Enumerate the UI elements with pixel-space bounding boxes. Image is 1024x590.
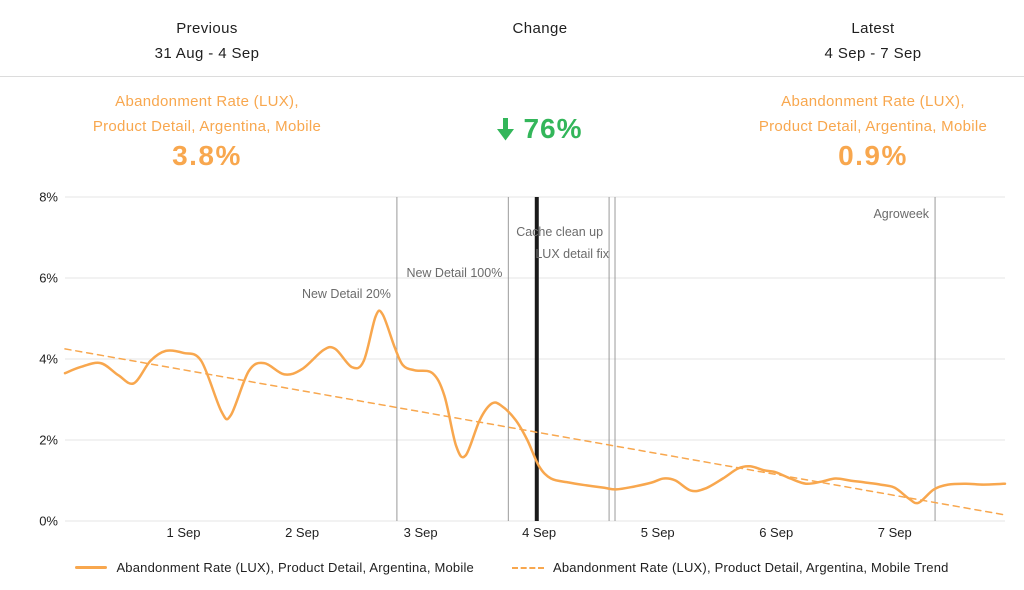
previous-metric-value: 3.8% — [172, 140, 242, 171]
latest-metric-label: Abandonment Rate (LUX), Product Detail, … — [703, 89, 1024, 139]
annotation-label: New Detail 20% — [302, 287, 391, 301]
annotation-label: LUX detail fix — [535, 247, 609, 261]
annotation-label: New Detail 100% — [406, 266, 502, 280]
change-metric: 76% — [440, 77, 640, 145]
legend-item-trend[interactable]: Abandonment Rate (LUX), Product Detail, … — [511, 560, 949, 575]
latest-date-range: 4 Sep - 7 Sep — [824, 45, 922, 62]
change-title: Change — [512, 20, 568, 37]
chart-legend: Abandonment Rate (LUX), Product Detail, … — [0, 560, 1024, 575]
change-header: Change — [440, 0, 640, 37]
legend-label-series: Abandonment Rate (LUX), Product Detail, … — [116, 560, 474, 575]
x-axis-label: 3 Sep — [404, 525, 438, 540]
series-line — [63, 309, 1007, 505]
change-metric-value: 76% — [523, 113, 583, 144]
latest-period-header: Latest 4 Sep - 7 Sep — [703, 0, 1024, 62]
y-axis-label: 4% — [39, 352, 58, 367]
y-axis-label: 0% — [39, 514, 58, 529]
legend-label-trend: Abandonment Rate (LUX), Product Detail, … — [552, 560, 949, 575]
annotation-label: Agroweek — [873, 207, 929, 221]
previous-metric-label-line1: Abandonment Rate (LUX), — [115, 93, 299, 110]
previous-title: Previous — [176, 20, 238, 37]
x-axis-label: 5 Sep — [641, 525, 675, 540]
down-arrow-icon — [497, 117, 515, 140]
y-axis-label: 6% — [39, 271, 58, 286]
metric-strip: Abandonment Rate (LUX), Product Detail, … — [0, 77, 1024, 185]
y-axis-label: 2% — [39, 433, 58, 448]
x-axis-label: 7 Sep — [878, 525, 912, 540]
x-axis-label: 2 Sep — [285, 525, 319, 540]
abandonment-rate-chart: 0% 2% 4% 6% 8% 1 Sep 2 Sep 3 Sep 4 Sep 5 Sep 6 Sep… — [39, 190, 1007, 540]
change-value-row: 76% — [440, 113, 640, 145]
solid-line-swatch-icon — [75, 566, 108, 569]
annotation-label: Cache clean up — [516, 225, 603, 239]
latest-metric: Abandonment Rate (LUX), Product Detail, … — [703, 77, 1024, 172]
latest-metric-value: 0.9% — [838, 140, 908, 171]
x-axis-label: 4 Sep — [522, 525, 556, 540]
previous-metric-label-line2: Product Detail, Argentina, Mobile — [92, 118, 322, 135]
previous-metric: Abandonment Rate (LUX), Product Detail, … — [37, 77, 377, 172]
latest-title: Latest — [851, 20, 895, 37]
trend-line — [64, 348, 1006, 516]
y-axis-label: 8% — [39, 190, 58, 205]
legend-item-series[interactable]: Abandonment Rate (LUX), Product Detail, … — [75, 560, 474, 575]
summary-header: Previous 31 Aug - 4 Sep Change Latest 4 … — [0, 0, 1024, 77]
x-axis-label: 6 Sep — [759, 525, 793, 540]
previous-date-range: 31 Aug - 4 Sep — [154, 45, 260, 62]
latest-metric-label-line1: Abandonment Rate (LUX), — [781, 93, 965, 110]
dashed-line-swatch-icon — [511, 566, 544, 569]
previous-metric-label: Abandonment Rate (LUX), Product Detail, … — [37, 89, 377, 139]
latest-metric-label-line2: Product Detail, Argentina, Mobile — [758, 118, 988, 135]
previous-period-header: Previous 31 Aug - 4 Sep — [37, 0, 377, 62]
x-axis-label: 1 Sep — [167, 525, 201, 540]
